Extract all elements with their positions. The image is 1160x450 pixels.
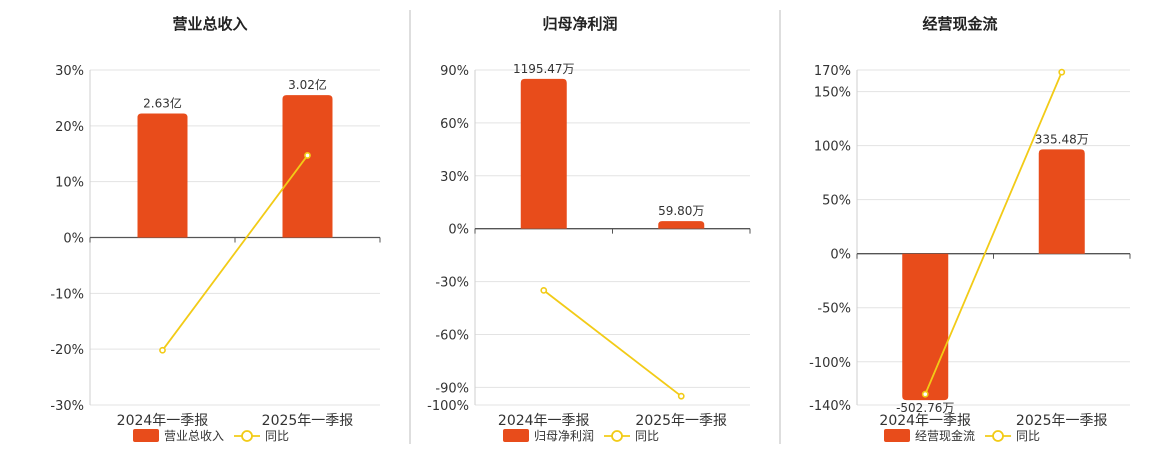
y-tick-label: 60%: [440, 117, 469, 132]
y-tick-label: 150%: [814, 86, 851, 101]
yoy-point[interactable]: [159, 346, 166, 354]
y-tick-label: 90%: [440, 64, 469, 79]
y-tick-label: 0%: [63, 232, 84, 247]
yoy-line: [924, 71, 1063, 395]
chart-title: 归母净利润: [542, 15, 617, 33]
y-tick-label: 30%: [55, 64, 84, 79]
bar-value-label: -502.76万: [896, 401, 954, 415]
x-category-label: 2024年一季报: [117, 413, 209, 429]
legend-line-marker: [241, 430, 253, 442]
legend-line-label: 同比: [1016, 429, 1040, 443]
yoy-line: [161, 154, 309, 351]
yoy-point[interactable]: [677, 392, 685, 400]
y-tick-label: -50%: [817, 302, 851, 317]
y-tick-label: -30%: [435, 276, 469, 291]
legend-bar-label: 经营现金流: [915, 428, 975, 443]
y-tick-label: 20%: [55, 120, 84, 135]
legend-bar-swatch: [503, 429, 529, 442]
legend-bar-swatch: [884, 429, 910, 442]
yoy-point[interactable]: [540, 286, 548, 294]
x-category-label: 2024年一季报: [879, 413, 971, 429]
bar[interactable]: [282, 95, 333, 238]
legend-line-label: 同比: [635, 429, 659, 443]
x-category-label: 2025年一季报: [635, 413, 727, 429]
legend-bar-swatch: [133, 429, 159, 442]
y-tick-label: 0%: [448, 223, 469, 238]
bar-value-label: 2.63亿: [143, 96, 182, 111]
y-tick-label: -90%: [435, 381, 469, 396]
y-tick-label: -10%: [50, 287, 84, 302]
x-category-label: 2024年一季报: [498, 413, 590, 429]
y-tick-label: -30%: [50, 399, 84, 414]
x-category-label: 2025年一季报: [1016, 413, 1108, 429]
legend-bar-label: 归母净利润: [534, 429, 594, 443]
y-tick-label: -100%: [427, 399, 469, 414]
yoy-line: [543, 289, 682, 397]
chart-title: 营业总收入: [172, 15, 247, 33]
legend-line-label: 同比: [265, 429, 289, 443]
bar[interactable]: [137, 113, 188, 238]
bar-value-label: 335.48万: [1035, 132, 1089, 146]
y-tick-label: 0%: [830, 248, 851, 263]
bar-value-label: 59.80万: [658, 204, 704, 218]
x-category-label: 2025年一季报: [262, 413, 354, 429]
bar-value-label: 3.02亿: [288, 77, 327, 92]
y-tick-label: -140%: [809, 399, 851, 414]
chart-title: 经营现金流: [922, 15, 997, 33]
legend-bar-label: 营业总收入: [164, 429, 224, 443]
y-tick-label: -100%: [809, 356, 851, 371]
bar-value-label: 1195.47万: [513, 62, 575, 76]
y-tick-label: -60%: [435, 328, 469, 343]
yoy-point[interactable]: [304, 152, 311, 159]
bar[interactable]: [902, 253, 949, 401]
legend-line-marker: [611, 430, 623, 442]
y-tick-label: 50%: [822, 194, 851, 209]
y-tick-label: 100%: [814, 140, 851, 155]
y-tick-label: -20%: [50, 343, 84, 358]
bar[interactable]: [520, 78, 567, 229]
yoy-point[interactable]: [921, 390, 929, 398]
y-tick-label: 30%: [440, 170, 469, 185]
yoy-point[interactable]: [1058, 68, 1066, 76]
bar[interactable]: [658, 221, 705, 229]
legend-line-marker: [992, 430, 1004, 442]
y-tick-label: 170%: [814, 64, 851, 79]
bar[interactable]: [1038, 149, 1085, 254]
y-tick-label: 10%: [55, 176, 84, 191]
